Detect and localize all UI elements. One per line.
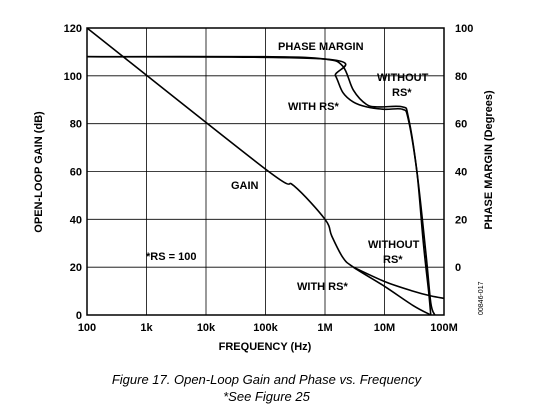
- y-right-tick-label: 60: [455, 119, 467, 131]
- y-left-tick-label: 20: [70, 262, 82, 274]
- figure-code: 00846-017: [478, 281, 485, 315]
- series-line-phase-margin-without-rs: [87, 55, 432, 315]
- x-tick-label: 1M: [317, 322, 332, 334]
- y-left-tick-label: 0: [76, 310, 82, 322]
- y-axis-left-title: OPEN-LOOP GAIN (dB): [33, 111, 45, 233]
- annotation-gain: GAIN: [231, 180, 259, 192]
- y-left-tick-label: 80: [70, 119, 82, 131]
- x-tick-labels: 100 1k 10k 100k 1M 10M 100M: [78, 322, 458, 334]
- series-layer: [87, 28, 444, 315]
- annotation-without-rs-bottom: WITHOUT: [368, 239, 420, 251]
- annotation-rs-bottom: RS*: [383, 254, 403, 266]
- y-left-tick-label: 40: [70, 214, 82, 226]
- figure-footnote: *See Figure 25: [223, 389, 310, 404]
- y-right-tick-label: 100: [455, 23, 473, 35]
- x-tick-label: 100: [78, 322, 96, 334]
- annotation-rs-top: RS*: [392, 87, 412, 99]
- y-left-tick-label: 100: [64, 71, 82, 83]
- y-right-tick-label: 40: [455, 167, 467, 179]
- y-axis-right-title: PHASE MARGIN (Degrees): [483, 90, 495, 230]
- x-tick-label: 1k: [140, 322, 153, 334]
- annotation-with-rs-bottom: WITH RS*: [297, 281, 348, 293]
- x-tick-label: 100M: [430, 322, 458, 334]
- plot-frame: [86, 27, 445, 316]
- series-line-gain-without-rs: [353, 266, 444, 300]
- figure-caption: Figure 17. Open-Loop Gain and Phase vs. …: [111, 372, 422, 387]
- right-tick-labels: 0 20 40 60 80 100: [455, 23, 473, 274]
- y-left-tick-label: 120: [64, 23, 82, 35]
- x-tick-label: 100k: [253, 322, 278, 334]
- y-right-tick-label: 20: [455, 214, 467, 226]
- annotation-without-rs-top: WITHOUT: [377, 72, 429, 84]
- x-tick-label: 10M: [374, 322, 395, 334]
- annotation-phase-margin: PHASE MARGIN: [278, 41, 364, 53]
- y-right-tick-label: 80: [455, 71, 467, 83]
- y-right-tick-label: 0: [455, 262, 461, 274]
- annotation-rs-value: *RS = 100: [146, 251, 196, 263]
- series-line-gain: [87, 28, 432, 315]
- left-tick-labels: 0 20 40 60 80 100 120: [64, 23, 82, 322]
- x-axis-title: FREQUENCY (Hz): [219, 341, 312, 353]
- series-line-phase-margin-with-rs: [87, 55, 436, 315]
- y-left-tick-label: 60: [70, 167, 82, 179]
- grid-lines: [87, 28, 444, 315]
- x-tick-label: 10k: [197, 322, 216, 334]
- annotation-with-rs-top: WITH RS*: [288, 101, 339, 113]
